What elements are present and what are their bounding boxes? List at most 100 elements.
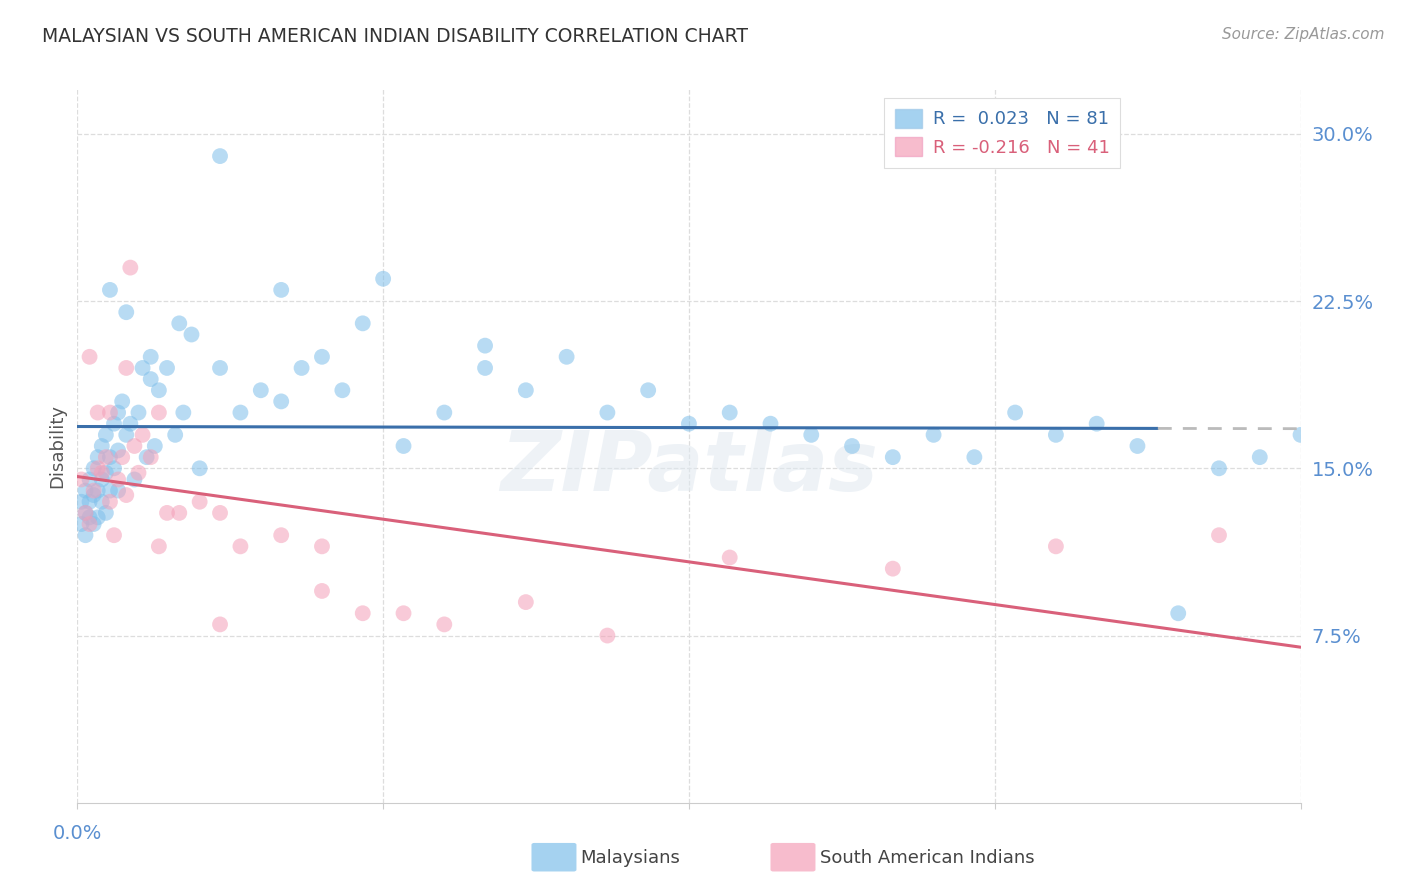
Text: 0.0%: 0.0%: [52, 824, 103, 843]
Point: [172, 405, 194, 420]
Point: [94, 506, 117, 520]
Point: [433, 405, 456, 420]
Point: [87, 483, 110, 498]
Point: [127, 466, 149, 480]
Point: [98, 283, 121, 297]
Point: [115, 427, 138, 442]
Point: [111, 450, 134, 465]
Point: [188, 494, 211, 508]
Point: [79, 473, 101, 487]
Point: [433, 617, 456, 632]
Point: [371, 271, 394, 285]
Point: [1208, 528, 1230, 542]
Point: [75, 528, 97, 542]
Point: [87, 450, 110, 465]
Point: [290, 360, 312, 375]
Point: [131, 360, 153, 375]
Point: [148, 539, 170, 553]
Point: [98, 405, 121, 420]
Text: MALAYSIAN VS SOUTH AMERICAN INDIAN DISABILITY CORRELATION CHART: MALAYSIAN VS SOUTH AMERICAN INDIAN DISAB…: [42, 27, 748, 45]
Point: [83, 517, 105, 532]
Point: [75, 483, 97, 498]
Point: [90, 466, 112, 480]
Point: [188, 461, 211, 475]
Point: [70, 494, 93, 508]
Point: [156, 360, 179, 375]
Point: [208, 360, 231, 375]
Point: [1289, 427, 1312, 442]
Point: [103, 461, 125, 475]
Point: [180, 327, 202, 342]
Point: [94, 466, 117, 480]
Point: [882, 450, 904, 465]
Point: [596, 405, 619, 420]
Point: [596, 628, 619, 642]
Point: [94, 450, 117, 465]
Point: [311, 350, 333, 364]
Point: [127, 405, 149, 420]
Point: [79, 510, 101, 524]
Point: [515, 595, 537, 609]
Point: [115, 488, 138, 502]
Point: [555, 350, 578, 364]
Point: [83, 488, 105, 502]
Point: [79, 494, 101, 508]
Point: [107, 405, 129, 420]
Point: [1085, 417, 1108, 431]
Point: [250, 384, 273, 398]
Point: [270, 394, 292, 409]
Point: [156, 506, 179, 520]
Point: [759, 417, 782, 431]
Point: [165, 427, 187, 442]
Point: [107, 443, 129, 458]
Point: [90, 439, 112, 453]
Point: [107, 473, 129, 487]
Point: [270, 528, 292, 542]
Point: [474, 338, 496, 352]
Point: [83, 461, 105, 475]
Point: [270, 283, 292, 297]
Point: [115, 305, 138, 319]
Point: [75, 506, 97, 520]
Point: [124, 473, 146, 487]
Point: [332, 384, 354, 398]
Point: [352, 317, 374, 331]
Point: [1045, 427, 1067, 442]
Legend: R =  0.023   N = 81, R = -0.216   N = 41: R = 0.023 N = 81, R = -0.216 N = 41: [884, 98, 1121, 168]
Point: [94, 427, 117, 442]
Point: [515, 384, 537, 398]
Point: [139, 450, 162, 465]
Point: [83, 483, 105, 498]
Point: [678, 417, 700, 431]
Text: Source: ZipAtlas.com: Source: ZipAtlas.com: [1222, 27, 1385, 42]
Point: [718, 550, 741, 565]
Point: [70, 473, 93, 487]
Point: [139, 350, 162, 364]
Point: [90, 473, 112, 487]
Point: [1045, 539, 1067, 553]
Point: [75, 506, 97, 520]
Point: [103, 528, 125, 542]
Point: [208, 506, 231, 520]
Point: [107, 483, 129, 498]
Point: [87, 510, 110, 524]
Text: Malaysians: Malaysians: [581, 849, 681, 867]
Point: [90, 494, 112, 508]
Y-axis label: Disability: Disability: [48, 404, 66, 488]
Point: [637, 384, 659, 398]
Point: [131, 427, 153, 442]
Point: [718, 405, 741, 420]
Point: [922, 427, 945, 442]
Point: [882, 562, 904, 576]
Text: South American Indians: South American Indians: [820, 849, 1035, 867]
Point: [208, 149, 231, 163]
Point: [79, 350, 101, 364]
Point: [474, 360, 496, 375]
Point: [352, 607, 374, 621]
Point: [87, 461, 110, 475]
Point: [79, 517, 101, 532]
Point: [800, 427, 823, 442]
Point: [98, 450, 121, 465]
Point: [143, 439, 166, 453]
Point: [98, 494, 121, 508]
